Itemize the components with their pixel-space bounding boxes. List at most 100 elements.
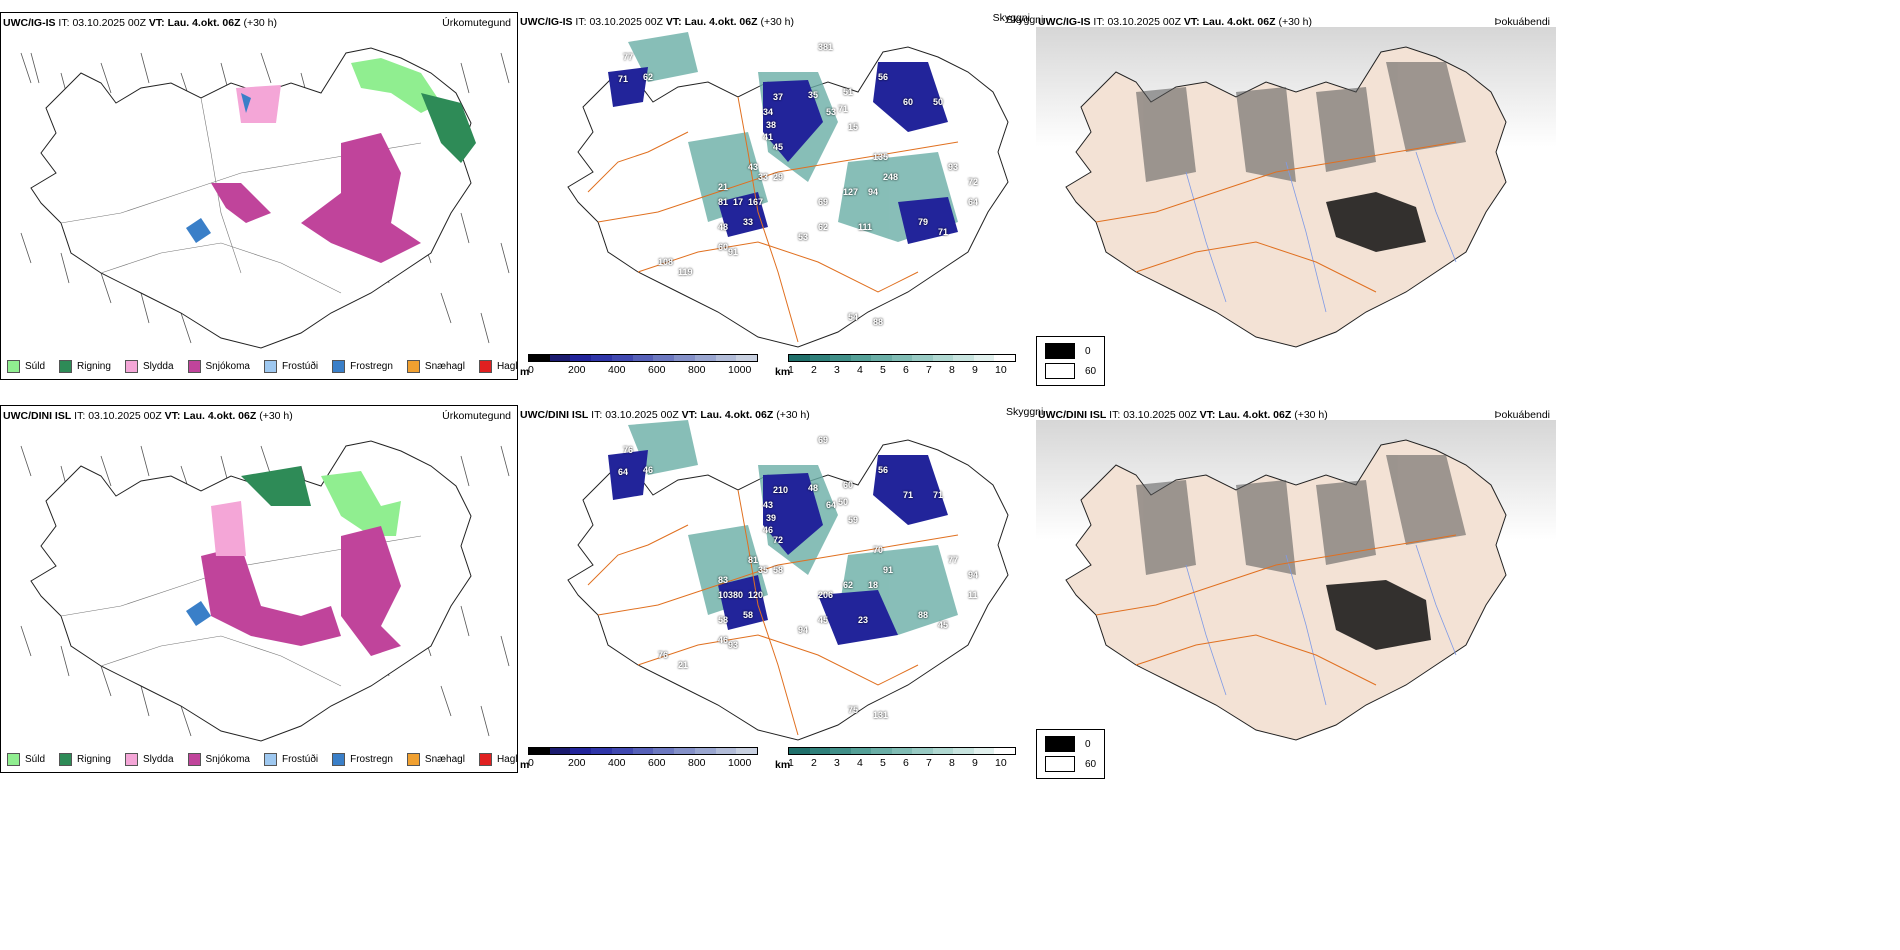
colorbar-step (912, 355, 933, 361)
visibility-map (567, 420, 1009, 741)
ceiling-fill (608, 450, 948, 645)
visibility-value: 127 (843, 187, 859, 197)
colorbar-tick: 5 (880, 757, 886, 769)
visibility-panel-row2: UWC/DINI ISL IT: 03.10.2025 00Z VT: Lau.… (518, 405, 1036, 773)
colorbar-tick: 7 (926, 364, 932, 376)
fog-swatch-none (1045, 363, 1075, 379)
colorbar-tick: 3 (834, 757, 840, 769)
legend-item: Slydda (124, 753, 174, 766)
colorbar-tick: 7 (926, 757, 932, 769)
visibility-value: 35 (758, 565, 769, 575)
visibility-value: 71 (618, 74, 629, 84)
visibility-unit-label: km (775, 759, 791, 771)
colorbar-step (549, 355, 571, 361)
visibility-value: 103 (718, 590, 734, 600)
visibility-value: 62 (818, 222, 829, 232)
visibility-value: 71 (838, 104, 849, 114)
visibility-value: 41 (763, 132, 774, 142)
roads (1095, 534, 1457, 686)
colorbar-step (871, 355, 892, 361)
precip-type-panel-row2: UWC/DINI ISL IT: 03.10.2025 00Z VT: Lau.… (0, 405, 518, 773)
colorbar-tick: 400 (608, 757, 626, 769)
colorbar-step (549, 748, 571, 754)
panel-field-label: Þokuábendi (1494, 16, 1550, 28)
visibility-value: 69 (818, 197, 829, 207)
colorbar-tick: 6 (903, 757, 909, 769)
legend-swatch (332, 360, 346, 373)
legend-item: Snjókoma (187, 753, 250, 766)
visibility-map (567, 32, 1009, 348)
ceiling-fill (608, 62, 958, 244)
colorbar-tick: 3 (834, 364, 840, 376)
visibility-value: 381 (818, 42, 834, 52)
colorbar-step (674, 748, 695, 754)
legend-swatch (187, 360, 201, 373)
visibility-value: 45 (773, 142, 784, 152)
visibility-value: 51 (843, 87, 854, 97)
colorbar-step (932, 355, 954, 361)
colorbar-tick: 10 (995, 364, 1007, 376)
ceiling-unit-label: m (520, 366, 530, 378)
visibility-value: 135 (873, 152, 889, 162)
colorbar-step (850, 748, 872, 754)
visibility-value: 167 (748, 197, 764, 207)
legend-item: Snæhagl (406, 753, 465, 766)
visibility-value: 88 (918, 610, 929, 620)
visibility-value: 48 (808, 483, 819, 493)
visibility-value: 18 (868, 580, 879, 590)
visibility-value: 45 (938, 620, 949, 630)
colorbar-step (591, 748, 612, 754)
visibility-value: 131 (873, 710, 889, 720)
colorbar-tick: 10 (995, 757, 1007, 769)
panel-field-label: Skyggni (992, 12, 1030, 24)
colorbar-step (830, 355, 851, 361)
visibility-value: 34 (763, 107, 774, 117)
colorbar-step (529, 748, 550, 754)
legend-swatch (263, 360, 277, 373)
precip-map (20, 440, 510, 742)
fog-legend-row2: 0 60 (1036, 729, 1106, 779)
visibility-value: 58 (718, 615, 729, 625)
colorbar-tick: 9 (972, 364, 978, 376)
legend-swatch (7, 753, 20, 766)
visibility-value: 76 (623, 445, 634, 455)
visibility-value: 69 (818, 435, 829, 445)
legend-swatch (332, 753, 346, 766)
visibility-value: 93 (728, 640, 739, 650)
visibility-value: 46 (718, 635, 729, 645)
fog-panel-row1: UWC/IG-IS IT: 03.10.2025 00Z VT: Lau. 4.… (1036, 12, 1556, 380)
visibility-value: 60 (843, 480, 854, 490)
visibility-value: 43 (748, 162, 759, 172)
colorbar-step (932, 748, 954, 754)
rivers (1185, 151, 1457, 313)
colorbar-step (994, 355, 1016, 361)
visibility-value: 94 (798, 625, 809, 635)
visibility-value: 11 (968, 590, 978, 600)
colorbar-step (611, 748, 633, 754)
visibility-value: 80 (733, 590, 744, 600)
colorbar-tick: 9 (972, 757, 978, 769)
legend-swatch (7, 360, 20, 373)
fog-swatch-none (1045, 756, 1075, 772)
visibility-value: 53 (826, 107, 837, 117)
visibility-value: 64 (618, 467, 629, 477)
panel-title: UWC/IG-IS IT: 03.10.2025 00Z VT: Lau. 4.… (1038, 16, 1313, 28)
colorbar-step (789, 355, 810, 361)
visibility-value: 81 (748, 555, 759, 565)
ceiling-colorbar (528, 354, 758, 362)
colorbar-step (570, 355, 592, 361)
visibility-value: 46 (763, 525, 774, 535)
colorbar-tick: 8 (949, 364, 955, 376)
visibility-value: 77 (948, 555, 959, 565)
ceiling-colorbar (528, 747, 758, 755)
visibility-value: 119 (678, 267, 693, 277)
colorbar-tick: 200 (568, 757, 586, 769)
roads (587, 489, 959, 736)
visibility-value: 88 (873, 317, 884, 327)
visibility-panel-title-label-row2: Skyggni (1006, 406, 1044, 418)
visibility-value: 21 (678, 660, 689, 670)
visibility-value: 60 (903, 97, 914, 107)
legend-item: Snjókoma (187, 360, 250, 373)
colorbar-step (953, 355, 974, 361)
precip-map (20, 47, 510, 349)
